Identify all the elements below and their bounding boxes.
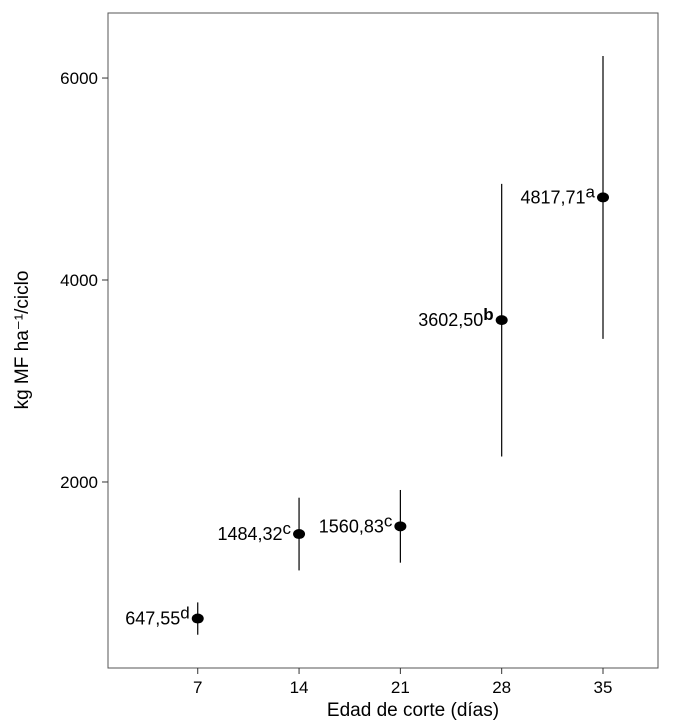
point-label: 647,55d (125, 604, 190, 629)
plot-frame (107, 12, 659, 669)
x-axis-title: Edad de corte (días) (327, 700, 499, 721)
letter-label: d (180, 604, 189, 623)
value-label: 1484,32 (217, 524, 282, 544)
x-tick-label: 14 (290, 678, 309, 697)
point-label: 1484,32c (217, 519, 291, 544)
y-tick-label: 6000 (60, 69, 98, 88)
point (394, 521, 407, 532)
x-tick-label: 28 (492, 678, 511, 697)
point (191, 613, 204, 624)
letter-label: c (283, 519, 292, 538)
point-label: 3602,50b (418, 305, 493, 330)
value-label: 1560,83 (319, 516, 384, 536)
letter-label: a (586, 182, 596, 201)
x-tick-label: 7 (193, 678, 202, 697)
point-label: 1560,83c (319, 511, 393, 536)
x-tick-label: 21 (391, 678, 410, 697)
letter-label: b (483, 305, 493, 324)
y-tick-label: 2000 (60, 473, 98, 492)
point (597, 192, 609, 203)
x-tick-label: 35 (594, 678, 613, 697)
y-axis-title: kg MF ha⁻¹/ciclo (12, 271, 33, 410)
point (495, 315, 508, 326)
point-label: 4817,71a (520, 182, 595, 207)
y-tick-label: 4000 (60, 271, 98, 290)
value-label: 647,55 (125, 609, 180, 629)
letter-label: c (384, 511, 393, 530)
point (293, 529, 306, 540)
value-label: 4817,71 (520, 187, 585, 207)
value-label: 3602,50 (418, 310, 483, 330)
